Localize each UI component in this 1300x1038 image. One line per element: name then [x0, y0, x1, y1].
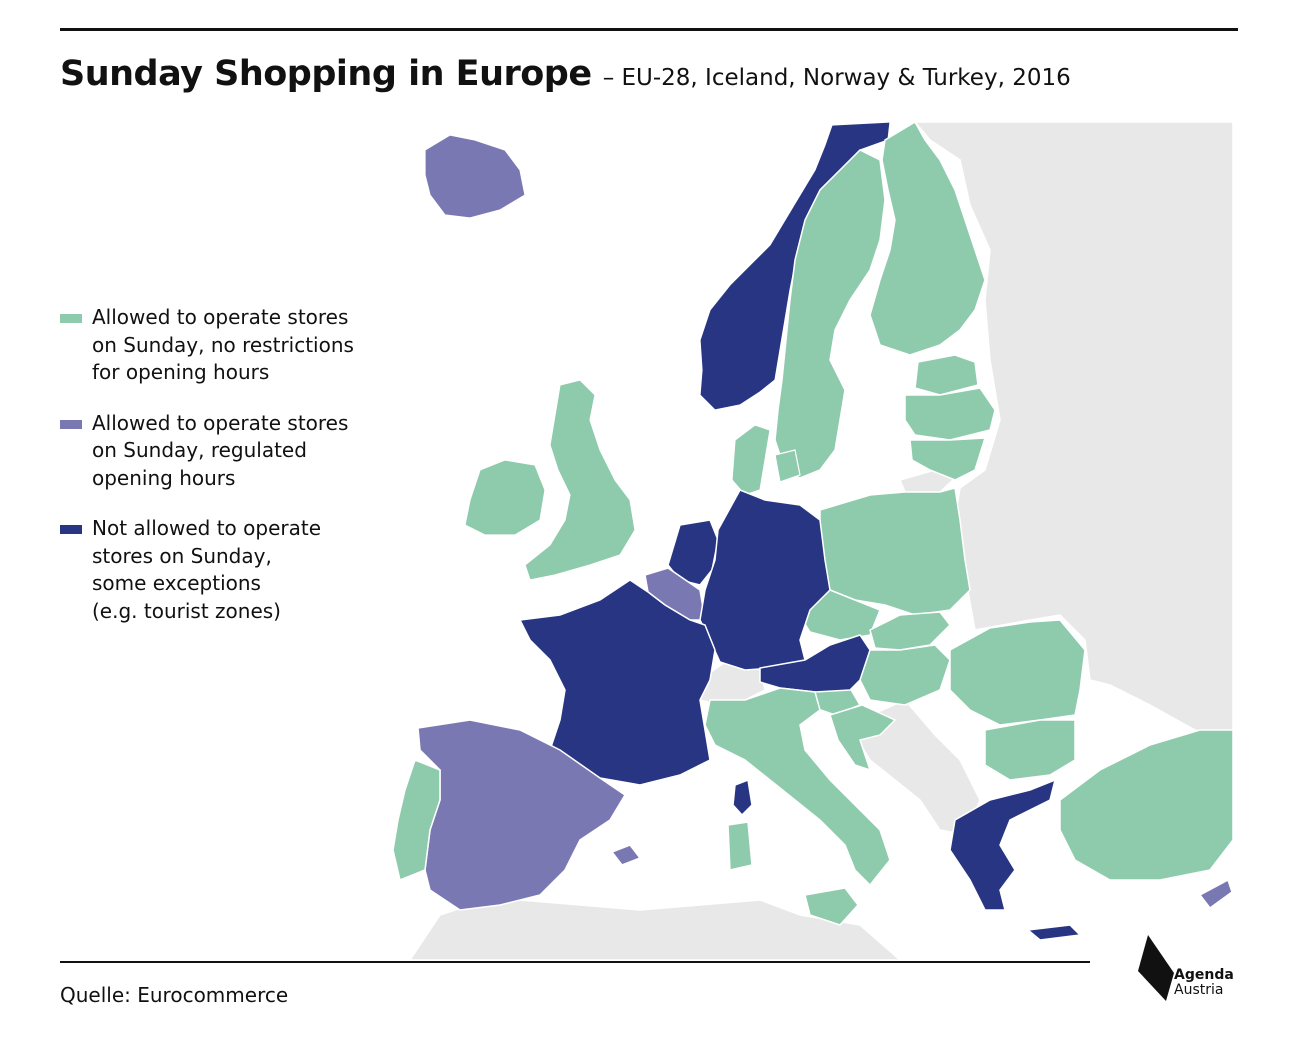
uk-ireland	[464, 379, 636, 581]
country-portugal	[392, 759, 441, 882]
source-note: Quelle: Eurocommerce	[60, 983, 289, 1007]
country-iceland	[424, 134, 526, 219]
country-turkey	[1059, 729, 1234, 881]
bottom-rule	[60, 961, 1090, 963]
agenda-austria-logo-icon	[1138, 935, 1174, 1001]
logo-line-1: Agenda	[1174, 967, 1234, 983]
legend-item-regulated-hours: Allowed to operate stores on Sunday, reg…	[60, 410, 420, 493]
country-united-kingdom	[524, 379, 636, 581]
kaliningrad	[898, 469, 957, 493]
map-legend: Allowed to operate stores on Sunday, no …	[60, 304, 420, 648]
country-italy	[704, 687, 891, 887]
south-east	[949, 729, 1234, 941]
country-bulgaria	[984, 719, 1076, 781]
country-france	[518, 579, 716, 786]
legend-label: Allowed to operate stores on Sunday, no …	[92, 305, 354, 384]
country-lithuania	[909, 437, 987, 481]
country-croatia	[829, 704, 897, 772]
legend-swatch-purple	[60, 419, 82, 429]
west-central	[518, 489, 871, 817]
country-estonia	[914, 354, 979, 396]
legend-item-no-restrictions: Allowed to operate stores on Sunday, no …	[60, 304, 420, 387]
page-subtitle: – EU-28, Iceland, Norway & Turkey, 2016	[602, 65, 1071, 91]
country-sardinia	[727, 821, 753, 871]
country-crete	[1026, 924, 1082, 941]
country-slovakia	[869, 611, 951, 651]
legend-label: Allowed to operate stores on Sunday, reg…	[92, 410, 349, 490]
country-sicily	[804, 887, 859, 926]
south-west	[392, 687, 891, 926]
legend-label: Not allowed to operate stores on Sunday,…	[92, 516, 322, 623]
country-ireland	[464, 459, 546, 536]
top-rule	[60, 28, 1238, 31]
country-germany	[699, 489, 831, 671]
country-cyprus	[1198, 878, 1233, 910]
balearic-islands	[610, 844, 642, 866]
nordic-green	[774, 120, 986, 479]
country-hungary	[859, 644, 951, 706]
logo-text: Agenda Austria	[1174, 968, 1234, 998]
country-sweden	[774, 149, 886, 479]
country-romania	[949, 619, 1086, 726]
central-east-green	[788, 354, 1086, 781]
country-netherlands	[667, 519, 719, 586]
legend-swatch-navy	[60, 525, 82, 534]
non-covered-land	[408, 121, 1234, 961]
logo-line-2: Austria	[1174, 982, 1224, 998]
country-corsica	[732, 778, 753, 817]
legend-swatch-green	[60, 314, 82, 323]
country-latvia	[904, 387, 996, 441]
country-austria	[759, 634, 871, 693]
page-title: Sunday Shopping in Europe	[60, 54, 592, 94]
country-denmark	[731, 424, 801, 496]
country-greece	[949, 778, 1057, 911]
country-finland	[869, 120, 986, 356]
title-row: Sunday Shopping in Europe – EU-28, Icela…	[60, 54, 1071, 94]
legend-item-not-allowed: Not allowed to operate stores on Sunday,…	[60, 515, 420, 625]
